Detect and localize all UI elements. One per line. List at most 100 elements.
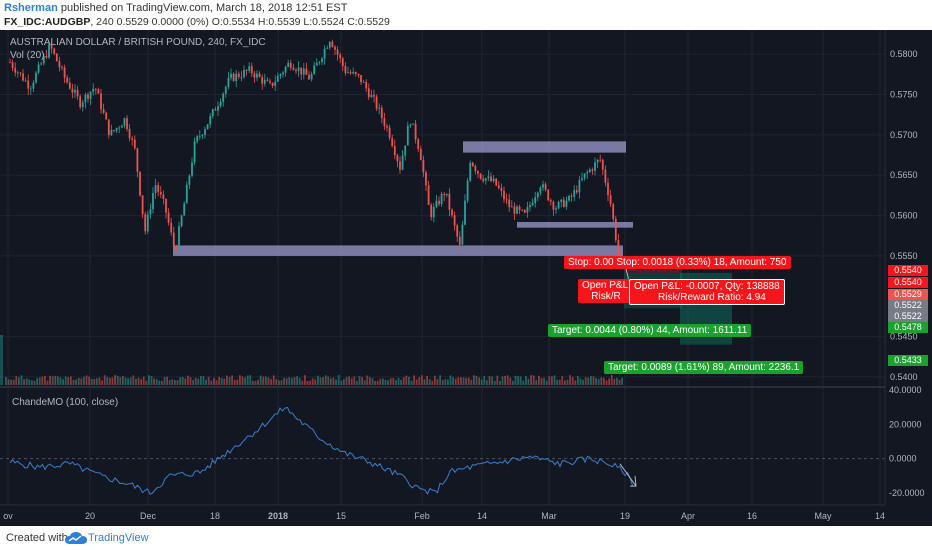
candle-body <box>555 208 557 210</box>
candle-body <box>393 145 396 156</box>
volume-bar <box>556 379 558 385</box>
candle-body <box>552 201 555 210</box>
candle-body <box>308 74 310 80</box>
volume-bar <box>18 377 20 385</box>
volume-bar <box>483 376 486 385</box>
volume-bar <box>176 380 179 385</box>
price-tag-last: 0.5529 <box>888 289 928 300</box>
volume-bar <box>405 375 408 385</box>
chart-area[interactable]: 0.5800 0.5750 0.5700 0.5650 0.5600 0.5550 0.54… <box>0 30 932 526</box>
candle-body <box>383 118 386 127</box>
price-tag-target-2: 0.5433 <box>888 355 928 366</box>
candle-body <box>118 127 121 129</box>
target-1-label: Target: 0.0044 (0.80%) 44, Amount: 1611.… <box>548 324 752 337</box>
candle-body <box>258 73 261 78</box>
candle-body <box>191 162 193 176</box>
volume-bar <box>384 379 387 385</box>
candle-body <box>178 226 180 249</box>
volume-bar <box>23 379 25 385</box>
candle-body <box>609 195 612 205</box>
volume-bar <box>322 377 324 385</box>
candle-body <box>581 178 583 181</box>
candle-body <box>9 62 11 64</box>
volume-bar <box>257 379 259 385</box>
candle-body <box>123 118 126 126</box>
candle-body <box>71 88 74 93</box>
time-tick-label: 20 <box>85 511 95 521</box>
time-tick-label: 19 <box>620 511 630 521</box>
candle-body <box>209 116 212 125</box>
zone-support <box>173 245 623 256</box>
volume-bar <box>171 379 174 385</box>
author-name[interactable]: Rsherman <box>4 2 58 14</box>
time-tick-label: Mar <box>541 511 557 521</box>
volume-bar <box>548 376 551 385</box>
volume-bar <box>85 375 88 385</box>
candle-body <box>435 200 438 207</box>
candle-body <box>240 77 243 78</box>
candle-body <box>331 41 334 47</box>
candle-body <box>235 73 238 81</box>
price-tick-label: 0.5600 <box>890 211 918 221</box>
volume-bar <box>478 377 480 385</box>
candle-body <box>601 159 604 170</box>
candle-body <box>126 118 128 129</box>
candle-body <box>115 127 118 131</box>
volume-bar <box>454 378 457 385</box>
candle-body <box>484 178 487 181</box>
volume-bar <box>348 376 350 385</box>
volume-bar <box>280 380 283 385</box>
candle-body <box>583 173 586 179</box>
volume-bar <box>192 379 194 385</box>
candle-body <box>617 240 620 254</box>
volume-bar <box>12 379 15 385</box>
volume-bar <box>226 375 228 385</box>
volume-bar <box>20 375 23 385</box>
candle-body <box>396 155 399 162</box>
open-pl-2-text: Open P&L: -0.0007, Qty: 138888 <box>634 281 780 292</box>
candle-body <box>531 203 534 206</box>
candle-body <box>63 67 66 78</box>
volume-bar <box>202 376 205 385</box>
volume-bar <box>519 376 522 385</box>
volume-bar <box>577 376 579 385</box>
candle-body <box>68 82 71 89</box>
candle-body <box>27 80 30 89</box>
volume-bar <box>194 377 197 385</box>
target-2-label: Target: 0.0089 (1.61%) 89, Amount: 2236.… <box>604 361 804 374</box>
volume-bar <box>530 375 532 385</box>
volume-bar <box>187 375 189 385</box>
symbol: FX_IDC:AUDGBP <box>4 16 91 28</box>
volume-bar <box>558 379 561 385</box>
candle-body <box>409 124 412 126</box>
volume-bar <box>496 375 499 385</box>
volume-bar <box>597 378 600 385</box>
candle-body <box>287 62 290 67</box>
volume-bar <box>127 378 129 385</box>
candle-body <box>37 64 40 73</box>
volume-bar <box>228 377 231 385</box>
candle-body <box>526 207 529 213</box>
indicator-tick-label: 40.0000 <box>889 385 922 395</box>
volume-bar <box>197 378 200 385</box>
candle-body <box>534 197 537 204</box>
tradingview-brand[interactable]: TradingView <box>88 532 149 544</box>
volume-bar <box>379 378 382 385</box>
volume-bar <box>509 377 512 385</box>
candle-body <box>263 79 266 84</box>
risk-1-text: Risk/R <box>591 291 621 302</box>
volume-bar <box>499 380 501 385</box>
candle-body <box>414 123 417 140</box>
candle-body <box>536 192 539 198</box>
volume-bar <box>343 379 345 385</box>
candle-body <box>347 72 349 74</box>
volume-bar <box>330 378 332 385</box>
volume-bar <box>579 378 582 385</box>
candle-body <box>596 159 599 163</box>
candle-body <box>513 206 516 214</box>
candle-body <box>440 193 443 205</box>
volume-bar <box>527 378 530 385</box>
zone-minor-support <box>517 222 633 228</box>
volume-bar <box>366 375 369 385</box>
candle-body <box>386 126 388 128</box>
